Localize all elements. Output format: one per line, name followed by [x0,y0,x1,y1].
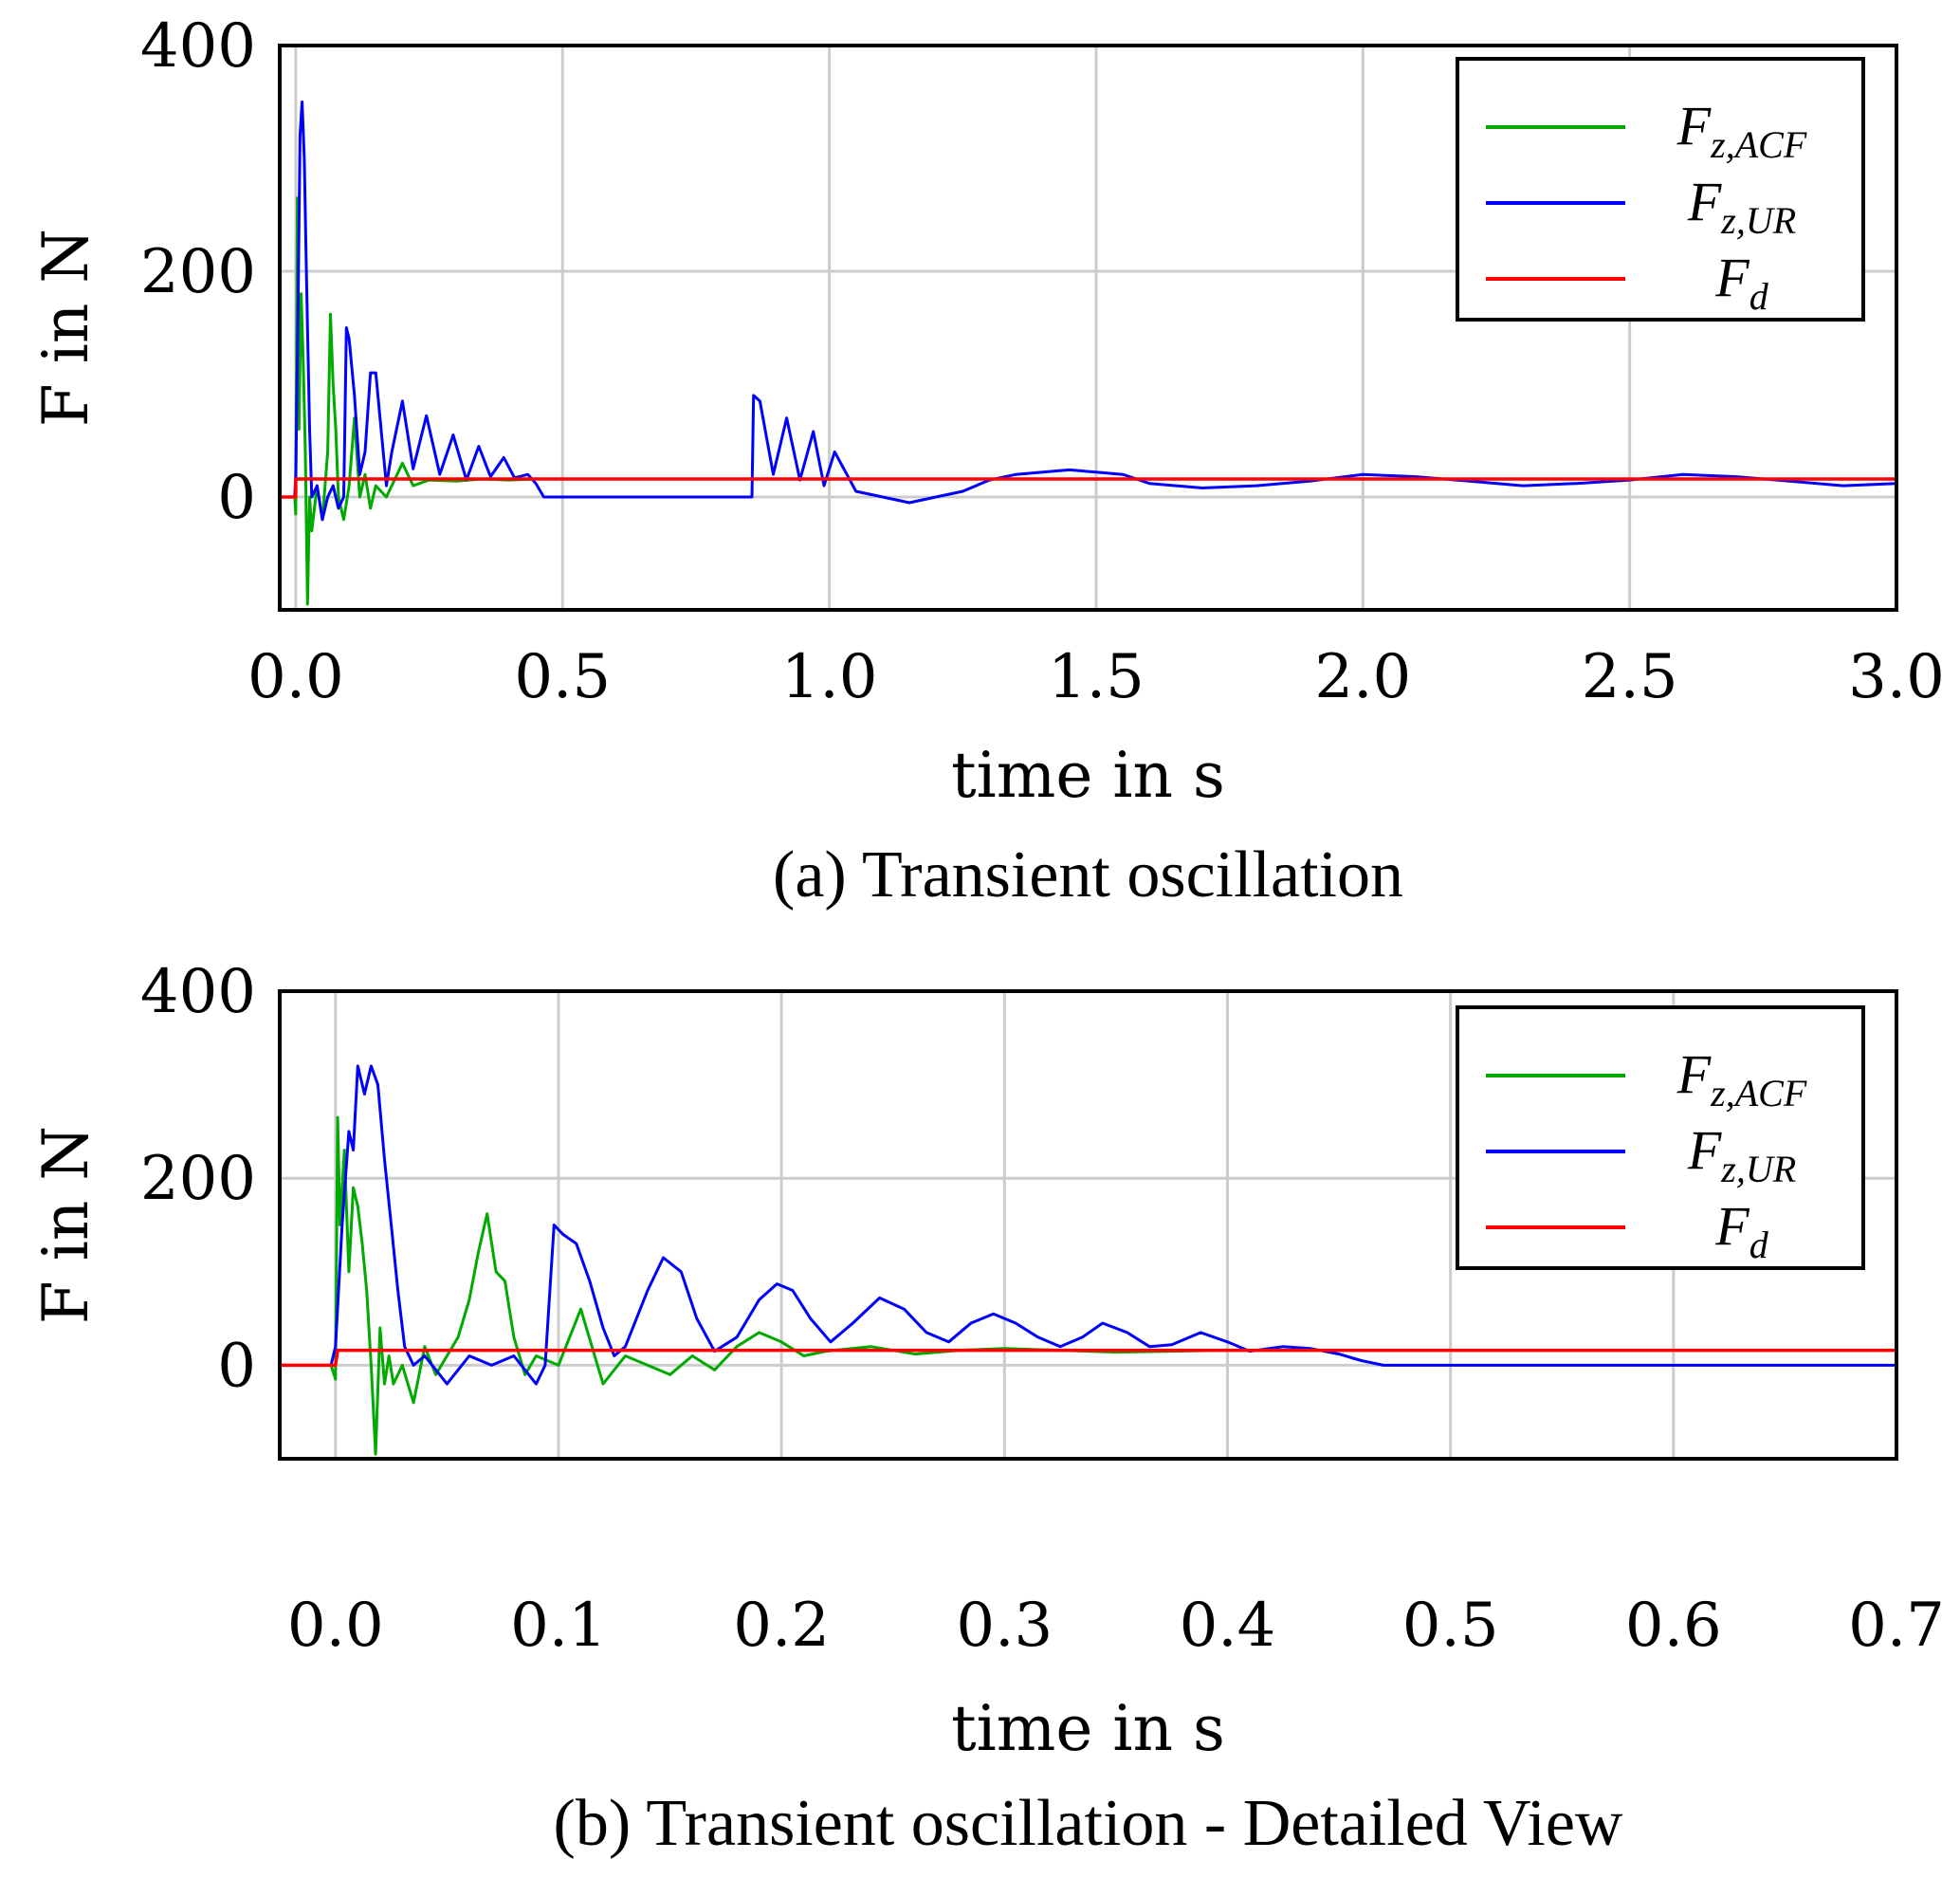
legend-entry-label: Fz,UR [1687,1119,1796,1190]
x-tick-label: 1.0 [781,642,878,712]
x-tick-label: 0.5 [514,642,611,712]
x-tick-label: 0.3 [956,1591,1053,1661]
y-tick-label: 200 [140,1144,256,1214]
x-tick-label: 0.7 [1848,1591,1945,1661]
panel-caption: (a) Transient oscillation [773,838,1403,911]
x-tick-label: 0.5 [1402,1591,1499,1661]
legend-entry-label: Fd [1714,247,1768,318]
y-tick-label: 200 [140,237,256,307]
panel-a: 0.0 0.5 1.0 1.5 2.0 2.5 3.0 0 200 400 F in N time… [29,11,1945,911]
x-tick-label: 0.1 [510,1591,607,1661]
legend-box [1456,1005,1865,1270]
y-tick-label: 400 [140,11,256,82]
x-tick-label: 0.2 [733,1591,830,1661]
legend-entry-label: Fz,ACF [1676,1043,1807,1114]
legend-entry-label: Fz,UR [1687,171,1796,242]
x-tick-label: 3.0 [1848,642,1945,712]
x-axis-label: time in s [951,1692,1225,1765]
tick-labels: 0.0 0.1 0.2 0.3 0.4 0.5 0.6 0.7 0 200 400 [140,957,1945,1661]
x-tick-label: 0.0 [247,642,344,712]
series-group [280,1064,1896,1456]
y-axis-label: F in N [29,229,102,427]
x-tick-label: 2.5 [1582,642,1678,712]
x-tick-label: 0.4 [1180,1591,1276,1661]
plot-frame [278,44,1898,612]
series-line-fzur [293,101,1896,522]
y-tick-label: 400 [140,957,256,1027]
y-tick-label: 0 [217,463,256,533]
x-axis-label: time in s [951,739,1225,812]
x-tick-label: 0.6 [1625,1591,1722,1661]
series-group [280,101,1896,606]
series-line-fd [280,1348,1896,1368]
tick-labels: 0.0 0.5 1.0 1.5 2.0 2.5 3.0 0 200 400 [140,11,1945,712]
x-tick-label: 1.5 [1048,642,1145,712]
y-axis-label: F in N [29,1126,102,1324]
panel-caption: (b) Transient oscillation - Detailed Vie… [554,1787,1623,1860]
x-tick-label: 0.0 [287,1591,384,1661]
series-line-fd [280,477,1896,499]
plot-frame [278,989,1898,1461]
panel-b: 0.0 0.1 0.2 0.3 0.4 0.5 0.6 0.7 0 200 400 F in N t… [29,957,1945,1860]
y-tick-label: 0 [217,1331,256,1401]
x-tick-label: 2.0 [1314,642,1411,712]
legend-entry-label: Fd [1714,1195,1768,1266]
legend-box [1456,57,1865,322]
legend-entry-label: Fz,ACF [1676,95,1807,166]
